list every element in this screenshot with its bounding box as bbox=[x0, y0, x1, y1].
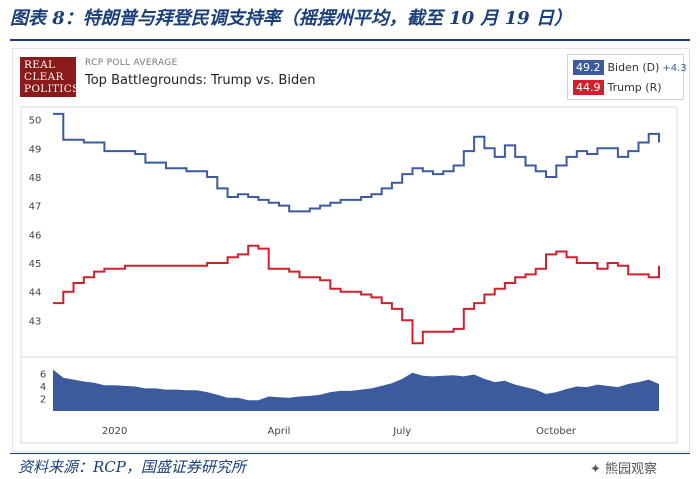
y-tick-label: 49 bbox=[29, 144, 42, 155]
source-rule bbox=[10, 453, 690, 454]
spread-area bbox=[53, 369, 659, 411]
poll-average-label: RCP POLL AVERAGE bbox=[85, 58, 178, 68]
legend-trump-value: 44.9 bbox=[573, 80, 604, 95]
legend-biden-value: 49.2 bbox=[573, 60, 604, 75]
legend-biden-label: Biden (D) bbox=[607, 61, 660, 74]
plot-frame bbox=[20, 106, 678, 444]
title-rule bbox=[10, 39, 690, 41]
legend-trump: 44.9 Trump (R) bbox=[573, 80, 662, 96]
logo-line-3: POLITICS bbox=[24, 83, 80, 95]
spread-y-tick-label: 4 bbox=[40, 382, 46, 393]
y-tick-label: 44 bbox=[29, 288, 42, 299]
y-tick-label: 48 bbox=[29, 173, 42, 184]
x-tick-label: October bbox=[536, 426, 577, 437]
trump-line bbox=[53, 244, 660, 345]
y-tick-label: 47 bbox=[29, 202, 42, 213]
y-tick-label: 45 bbox=[29, 259, 42, 270]
legend-biden-spread: +4.3 bbox=[662, 63, 687, 74]
legend: 49.2 Biden (D) +4.3 44.9 Trump (R) bbox=[567, 54, 687, 100]
logo-line-1: REAL bbox=[24, 59, 56, 71]
legend-trump-label: Trump (R) bbox=[607, 81, 662, 94]
y-tick-label: 43 bbox=[29, 316, 42, 327]
y-tick-label: 46 bbox=[29, 230, 42, 241]
x-tick-label: July bbox=[392, 426, 411, 437]
figure-title: 图表 8：特朗普与拜登民调支持率（摇摆州平均，截至 10 月 19 日） bbox=[10, 8, 572, 29]
spread-y-tick-label: 2 bbox=[40, 394, 46, 405]
watermark: ✦ 熊园观察 bbox=[590, 462, 658, 477]
x-tick-label: 2020 bbox=[102, 426, 127, 437]
biden-line bbox=[53, 112, 660, 213]
y-tick-label: 50 bbox=[29, 116, 42, 127]
logo-line-2: CLEAR bbox=[24, 71, 64, 83]
watermark-text: 熊园观察 bbox=[605, 462, 658, 477]
source-note: 资料来源：RCP，国盛证券研究所 bbox=[18, 458, 246, 476]
spread-y-tick-label: 6 bbox=[40, 369, 46, 380]
legend-biden: 49.2 Biden (D) +4.3 bbox=[573, 60, 687, 76]
chart-heading: Top Battlegrounds: Trump vs. Biden bbox=[85, 73, 316, 88]
rcp-logo: REAL CLEAR POLITICS bbox=[20, 57, 80, 97]
x-tick-label: April bbox=[268, 426, 291, 437]
chart-card: REAL CLEAR POLITICS RCP POLL AVERAGE Top… bbox=[12, 48, 690, 452]
